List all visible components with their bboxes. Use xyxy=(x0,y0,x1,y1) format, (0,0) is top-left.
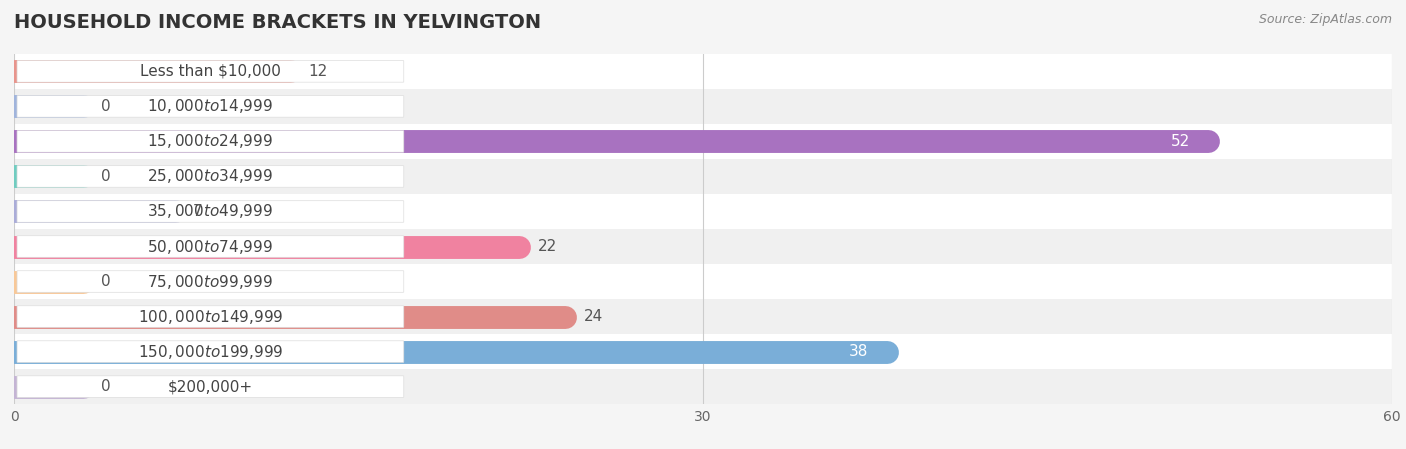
FancyBboxPatch shape xyxy=(17,376,404,397)
Bar xyxy=(14,299,1392,334)
Text: 0: 0 xyxy=(101,379,111,394)
Text: $15,000 to $24,999: $15,000 to $24,999 xyxy=(148,132,273,150)
Bar xyxy=(14,369,1392,404)
Bar xyxy=(14,334,1392,369)
FancyBboxPatch shape xyxy=(17,271,404,292)
Text: $75,000 to $99,999: $75,000 to $99,999 xyxy=(148,273,273,291)
Text: $35,000 to $49,999: $35,000 to $49,999 xyxy=(148,202,273,220)
Bar xyxy=(14,89,1392,124)
Text: $200,000+: $200,000+ xyxy=(167,379,253,394)
Text: 24: 24 xyxy=(583,309,603,324)
Bar xyxy=(14,159,1392,194)
FancyBboxPatch shape xyxy=(17,131,404,152)
FancyBboxPatch shape xyxy=(17,166,404,187)
FancyBboxPatch shape xyxy=(17,96,404,117)
FancyBboxPatch shape xyxy=(17,201,404,222)
FancyBboxPatch shape xyxy=(17,341,404,362)
Text: $25,000 to $34,999: $25,000 to $34,999 xyxy=(148,167,273,185)
FancyBboxPatch shape xyxy=(17,306,404,327)
Bar xyxy=(14,194,1392,229)
Text: HOUSEHOLD INCOME BRACKETS IN YELVINGTON: HOUSEHOLD INCOME BRACKETS IN YELVINGTON xyxy=(14,13,541,32)
Text: 22: 22 xyxy=(537,239,557,254)
Text: 0: 0 xyxy=(101,274,111,289)
Bar xyxy=(14,124,1392,159)
FancyBboxPatch shape xyxy=(17,61,404,82)
Text: $10,000 to $14,999: $10,000 to $14,999 xyxy=(148,97,273,115)
Text: 52: 52 xyxy=(1171,134,1189,149)
Text: Source: ZipAtlas.com: Source: ZipAtlas.com xyxy=(1258,13,1392,26)
Text: $150,000 to $199,999: $150,000 to $199,999 xyxy=(138,343,283,361)
Bar xyxy=(14,54,1392,89)
FancyBboxPatch shape xyxy=(17,236,404,257)
Text: 7: 7 xyxy=(193,204,202,219)
Text: $100,000 to $149,999: $100,000 to $149,999 xyxy=(138,308,283,326)
Bar xyxy=(14,229,1392,264)
Text: Less than $10,000: Less than $10,000 xyxy=(141,64,281,79)
Text: 0: 0 xyxy=(101,169,111,184)
Text: 0: 0 xyxy=(101,99,111,114)
Text: $50,000 to $74,999: $50,000 to $74,999 xyxy=(148,238,273,255)
Bar xyxy=(14,264,1392,299)
Text: 38: 38 xyxy=(849,344,869,359)
Text: 12: 12 xyxy=(308,64,328,79)
